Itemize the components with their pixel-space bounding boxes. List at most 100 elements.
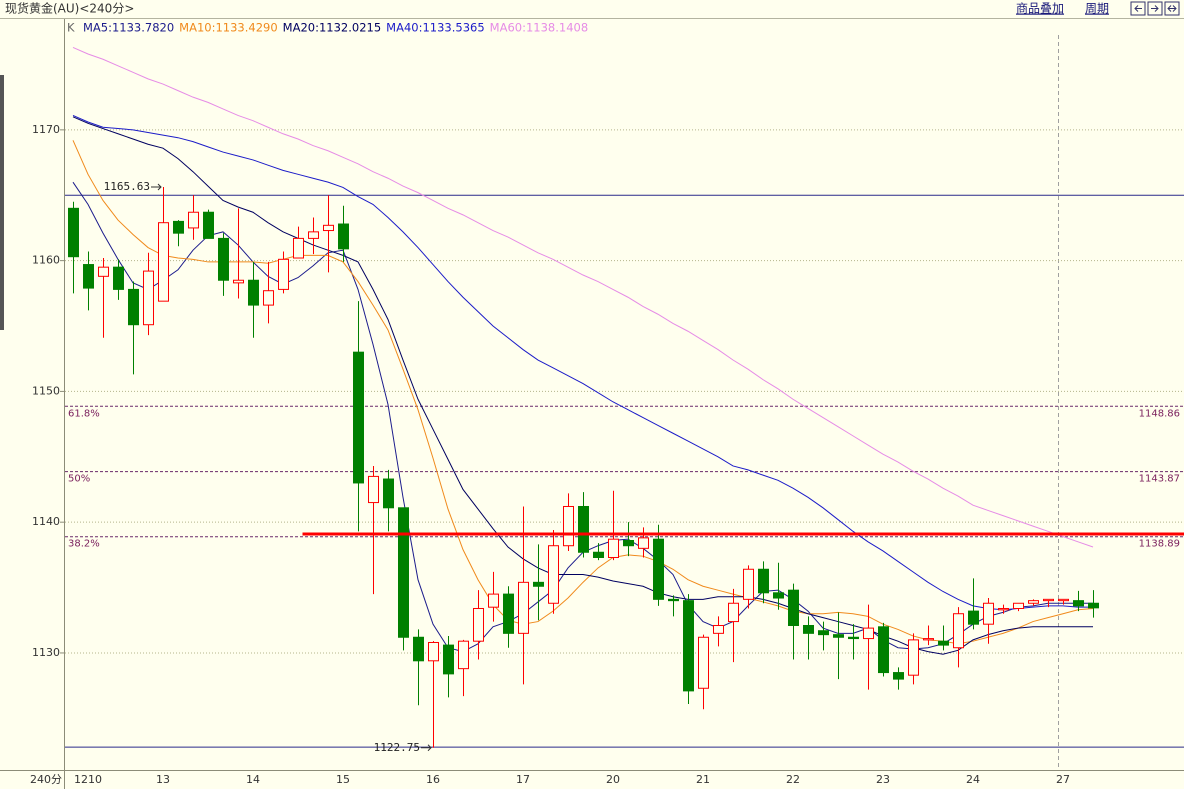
candle-body bbox=[803, 624, 814, 634]
fib-label: 61.8% bbox=[68, 408, 100, 419]
candle-body bbox=[413, 636, 424, 662]
ma-line bbox=[72, 116, 1093, 655]
legend-entry: MA40:1133.5365 bbox=[386, 21, 485, 35]
candle-body bbox=[893, 672, 904, 680]
y-tick-label: 1170 bbox=[32, 123, 60, 136]
candle-body bbox=[473, 607, 484, 642]
candle-body bbox=[323, 224, 334, 232]
candle-body bbox=[143, 270, 154, 326]
x-tick-label: 20 bbox=[606, 773, 620, 786]
extreme-label: 1165.63 bbox=[104, 180, 150, 193]
candle-body bbox=[758, 568, 769, 594]
candle-body bbox=[503, 593, 514, 634]
candle-body bbox=[353, 351, 364, 484]
candle-body bbox=[713, 624, 724, 634]
nav-icons bbox=[1134, 5, 1177, 12]
candle-body bbox=[638, 537, 649, 549]
candle-body bbox=[833, 634, 844, 638]
candle-body bbox=[878, 626, 889, 674]
y-tick-label: 1140 bbox=[32, 515, 60, 528]
candle-body bbox=[683, 600, 694, 692]
period-button[interactable]: 周期 bbox=[1085, 2, 1109, 16]
legend-entry: MA20:1132.0215 bbox=[283, 21, 382, 35]
candle-body bbox=[1013, 602, 1024, 609]
candle-body bbox=[98, 266, 109, 277]
candle-body bbox=[533, 581, 544, 587]
candle-body bbox=[818, 630, 829, 636]
fib-value: 1143.87 bbox=[1139, 474, 1180, 485]
extreme-pointer bbox=[151, 183, 162, 191]
candle-body bbox=[203, 211, 214, 239]
x-tick-label: 17 bbox=[516, 773, 530, 786]
candle-body bbox=[578, 505, 589, 553]
candle-body bbox=[563, 505, 574, 547]
candle-body bbox=[983, 602, 994, 625]
candle-body bbox=[1073, 600, 1084, 607]
x-tick-label: 24 bbox=[966, 773, 980, 786]
fib-value: 1138.89 bbox=[1139, 539, 1180, 550]
candle-body bbox=[278, 258, 289, 290]
indicator-label: K bbox=[67, 21, 75, 35]
y-tick-label: 1150 bbox=[32, 384, 60, 397]
candle-body bbox=[338, 223, 349, 250]
nav-fit[interactable] bbox=[1164, 1, 1180, 16]
legend-entry: MA5:1133.7820 bbox=[83, 21, 174, 35]
x-tick-label: 21 bbox=[696, 773, 710, 786]
chart-title: 现货黄金(AU)<240分> bbox=[5, 1, 134, 16]
candle-body bbox=[608, 538, 619, 558]
x-tick-label: 27 bbox=[1056, 773, 1070, 786]
fib-label: 50% bbox=[68, 474, 90, 485]
candle-body bbox=[848, 636, 859, 640]
candle-body bbox=[83, 264, 94, 289]
candle-body bbox=[188, 211, 199, 229]
candle-body bbox=[968, 610, 979, 625]
extreme-label: 1122.75 bbox=[374, 741, 420, 754]
candle-body bbox=[788, 589, 799, 626]
candle-body bbox=[158, 222, 169, 302]
candle-body bbox=[308, 231, 319, 239]
x-tick-label: 13 bbox=[156, 773, 170, 786]
ma-line bbox=[72, 47, 1094, 548]
candle-body bbox=[1058, 598, 1069, 602]
x-tick-label: 23 bbox=[876, 773, 890, 786]
legend: K MA5:1133.7820 MA10:1133.4290 MA20:1132.0… bbox=[67, 21, 588, 35]
candle-body bbox=[1043, 598, 1054, 602]
extreme-pointer bbox=[421, 744, 432, 752]
ma-line bbox=[72, 115, 1093, 611]
candle-body bbox=[728, 602, 739, 623]
candle-body bbox=[698, 636, 709, 689]
x-tick-label: 15 bbox=[336, 773, 350, 786]
candle-body bbox=[458, 640, 469, 670]
candle-body bbox=[248, 279, 259, 306]
candle-body bbox=[653, 538, 664, 600]
overlay-button[interactable]: 商品叠加 bbox=[1016, 1, 1064, 16]
candle-body bbox=[938, 640, 949, 646]
fib-label: 38.2% bbox=[68, 539, 100, 550]
legend-entry: MA10:1133.4290 bbox=[179, 21, 278, 35]
candle-body bbox=[443, 644, 454, 675]
candle-body bbox=[428, 641, 439, 662]
fib-value: 1148.86 bbox=[1139, 408, 1180, 419]
candle-body bbox=[488, 593, 499, 608]
candle-body bbox=[743, 568, 754, 600]
x-tick-label: 1210 bbox=[74, 773, 102, 786]
candle-body bbox=[293, 237, 304, 259]
y-tick-label: 1130 bbox=[32, 646, 60, 659]
candle-body bbox=[173, 220, 184, 234]
candle-body bbox=[218, 237, 229, 281]
candle-body bbox=[383, 478, 394, 509]
candle-body bbox=[368, 475, 379, 504]
side-handle bbox=[0, 75, 4, 330]
nav-right[interactable] bbox=[1147, 1, 1163, 16]
x-tick-label: 22 bbox=[786, 773, 800, 786]
candle-body bbox=[398, 507, 409, 638]
candle-body bbox=[863, 627, 874, 640]
nav-left[interactable] bbox=[1130, 1, 1146, 16]
candle-body bbox=[908, 639, 919, 676]
candle-body bbox=[113, 266, 124, 290]
candle-body bbox=[128, 288, 139, 326]
candle-body bbox=[68, 207, 79, 258]
candle-body bbox=[773, 592, 784, 599]
